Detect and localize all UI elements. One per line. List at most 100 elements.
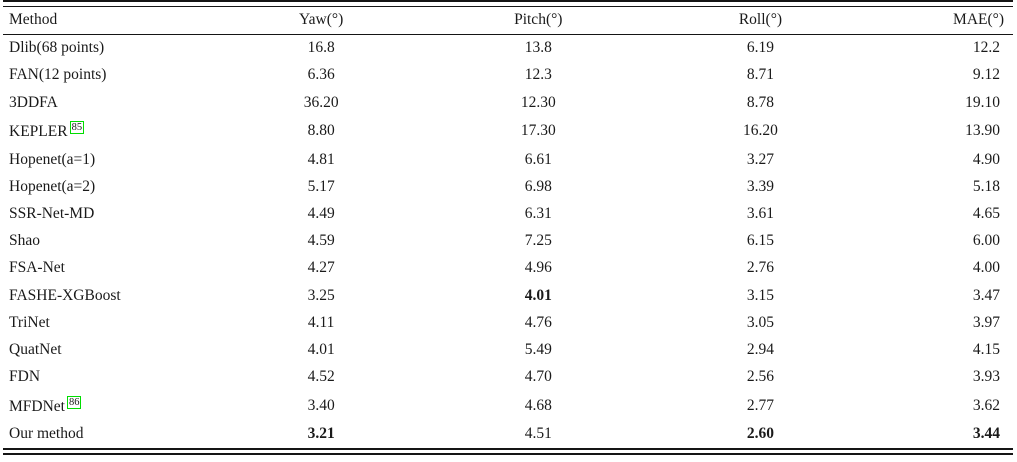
value-cell: 4.70	[524, 368, 552, 386]
value-cell: 4.01	[307, 340, 335, 358]
value-cell: 3.15	[746, 286, 775, 304]
method-cell: Shao	[3, 228, 215, 255]
table-row: TriNet 4.11 4.76 3.05 3.97	[3, 309, 1013, 336]
value-cell: 4.68	[524, 396, 552, 414]
table-row: FDN 4.52 4.70 2.56 3.93	[3, 363, 1013, 390]
method-cell: KEPLER 85	[3, 116, 215, 146]
header-row: Method Yaw(°) Pitch(°) Roll(°) MAE(°)	[3, 7, 1013, 35]
value-cell: 4.01	[524, 286, 552, 304]
value-cell: 6.19	[746, 39, 775, 57]
value-cell: 17.30	[520, 122, 556, 140]
value-cell: 6.36	[307, 66, 335, 84]
method-label: TriNet	[9, 313, 50, 331]
value-cell: 2.77	[746, 396, 775, 414]
value-cell: 3.39	[746, 178, 775, 196]
value-cell: 3.61	[746, 205, 775, 223]
value-cell: 13.90	[965, 122, 1000, 140]
value-cell: 3.62	[972, 396, 1000, 414]
value-cell: 4.65	[972, 205, 1000, 223]
value-cell: 2.76	[746, 259, 775, 277]
value-cell: 12.2	[972, 39, 1000, 57]
method-cell: Dlib(68 points)	[3, 34, 215, 62]
value-cell: 6.31	[524, 205, 552, 223]
method-label: QuatNet	[9, 340, 62, 358]
value-cell: 4.90	[972, 150, 1000, 168]
value-cell: 4.76	[524, 313, 552, 331]
value-cell: 4.81	[307, 150, 335, 168]
method-cell: 3DDFA	[3, 89, 215, 116]
value-cell: 2.56	[746, 368, 775, 386]
table-row: Shao 4.59 7.25 6.15 6.00	[3, 228, 1013, 255]
table-top-rule	[3, 0, 1013, 7]
value-cell: 4.15	[972, 340, 1000, 358]
col-header-pitch: Pitch(°)	[427, 7, 650, 35]
col-header-mae: MAE(°)	[871, 7, 1013, 35]
table-row: FAN(12 points) 6.36 12.3 8.71 9.12	[3, 62, 1013, 89]
value-cell: 4.11	[307, 313, 335, 331]
value-cell: 4.00	[972, 259, 1000, 277]
value-cell: 3.47	[972, 286, 1000, 304]
table-body: Dlib(68 points) 16.8 13.8 6.19 12.2 FAN(12 po…	[3, 34, 1013, 448]
method-cell: FDN	[3, 363, 215, 390]
method-label: MFDNet	[9, 397, 65, 415]
value-cell: 4.49	[307, 205, 335, 223]
method-cell: FASHE-XGBoost	[3, 282, 215, 309]
method-label: Shao	[9, 232, 40, 250]
method-label: 3DDFA	[9, 93, 58, 111]
value-cell: 3.40	[307, 396, 335, 414]
value-cell: 36.20	[303, 93, 339, 111]
method-cell: QuatNet	[3, 336, 215, 363]
value-cell: 2.60	[746, 425, 775, 443]
col-header-yaw: Yaw(°)	[215, 7, 428, 35]
table-row: FASHE-XGBoost 3.25 4.01 3.15 3.47	[3, 282, 1013, 309]
value-cell: 3.05	[746, 313, 775, 331]
method-label: Dlib(68 points)	[9, 39, 105, 57]
method-label: FSA-Net	[9, 259, 65, 277]
value-cell: 6.61	[524, 150, 552, 168]
citation-link[interactable]: 85	[69, 121, 85, 135]
value-cell: 3.44	[972, 425, 1000, 443]
value-cell: 3.25	[307, 286, 335, 304]
col-header-roll: Roll(°)	[649, 7, 872, 35]
value-cell: 6.98	[524, 178, 552, 196]
value-cell: 19.10	[965, 93, 1000, 111]
value-cell: 16.8	[307, 39, 335, 57]
value-cell: 12.30	[520, 93, 556, 111]
value-cell: 8.71	[746, 66, 775, 84]
value-cell: 3.97	[972, 313, 1000, 331]
method-label: FDN	[9, 368, 41, 386]
value-cell: 13.8	[524, 39, 552, 57]
citation-link[interactable]: 86	[66, 395, 82, 409]
method-cell: MFDNet 86	[3, 391, 215, 421]
value-cell: 3.93	[972, 368, 1000, 386]
table-row: 3DDFA 36.20 12.30 8.78 19.10	[3, 89, 1013, 116]
methods-comparison-table: Method Yaw(°) Pitch(°) Roll(°) MAE(°) Dl…	[3, 7, 1013, 448]
method-label: KEPLER	[9, 123, 68, 141]
table-row: SSR-Net-MD 4.49 6.31 3.61 4.65	[3, 201, 1013, 228]
value-cell: 4.27	[307, 259, 335, 277]
table-header: Method Yaw(°) Pitch(°) Roll(°) MAE(°)	[3, 7, 1013, 35]
value-cell: 6.00	[972, 232, 1000, 250]
method-label: Hopenet(a=2)	[9, 178, 96, 196]
value-cell: 5.49	[524, 340, 552, 358]
table-row: MFDNet 86 3.40 4.68 2.77 3.62	[3, 391, 1013, 421]
table-row: Hopenet(a=1) 4.81 6.61 3.27 4.90	[3, 146, 1013, 173]
table-row: FSA-Net 4.27 4.96 2.76 4.00	[3, 255, 1013, 282]
results-table: Method Yaw(°) Pitch(°) Roll(°) MAE(°) Dl…	[3, 0, 1013, 455]
method-label: SSR-Net-MD	[9, 205, 95, 223]
value-cell: 9.12	[972, 66, 1000, 84]
value-cell: 4.52	[307, 368, 335, 386]
method-cell: Hopenet(a=2)	[3, 173, 215, 200]
value-cell: 7.25	[524, 232, 552, 250]
method-cell: Hopenet(a=1)	[3, 146, 215, 173]
method-cell: SSR-Net-MD	[3, 201, 215, 228]
value-cell: 4.51	[524, 425, 552, 443]
value-cell: 3.21	[307, 425, 335, 443]
value-cell: 12.3	[524, 66, 552, 84]
value-cell: 5.17	[307, 178, 335, 196]
table-bottom-rule	[3, 448, 1013, 455]
method-cell: FAN(12 points)	[3, 62, 215, 89]
value-cell: 5.18	[972, 178, 1000, 196]
method-cell: Our method	[3, 421, 215, 448]
method-cell: FSA-Net	[3, 255, 215, 282]
